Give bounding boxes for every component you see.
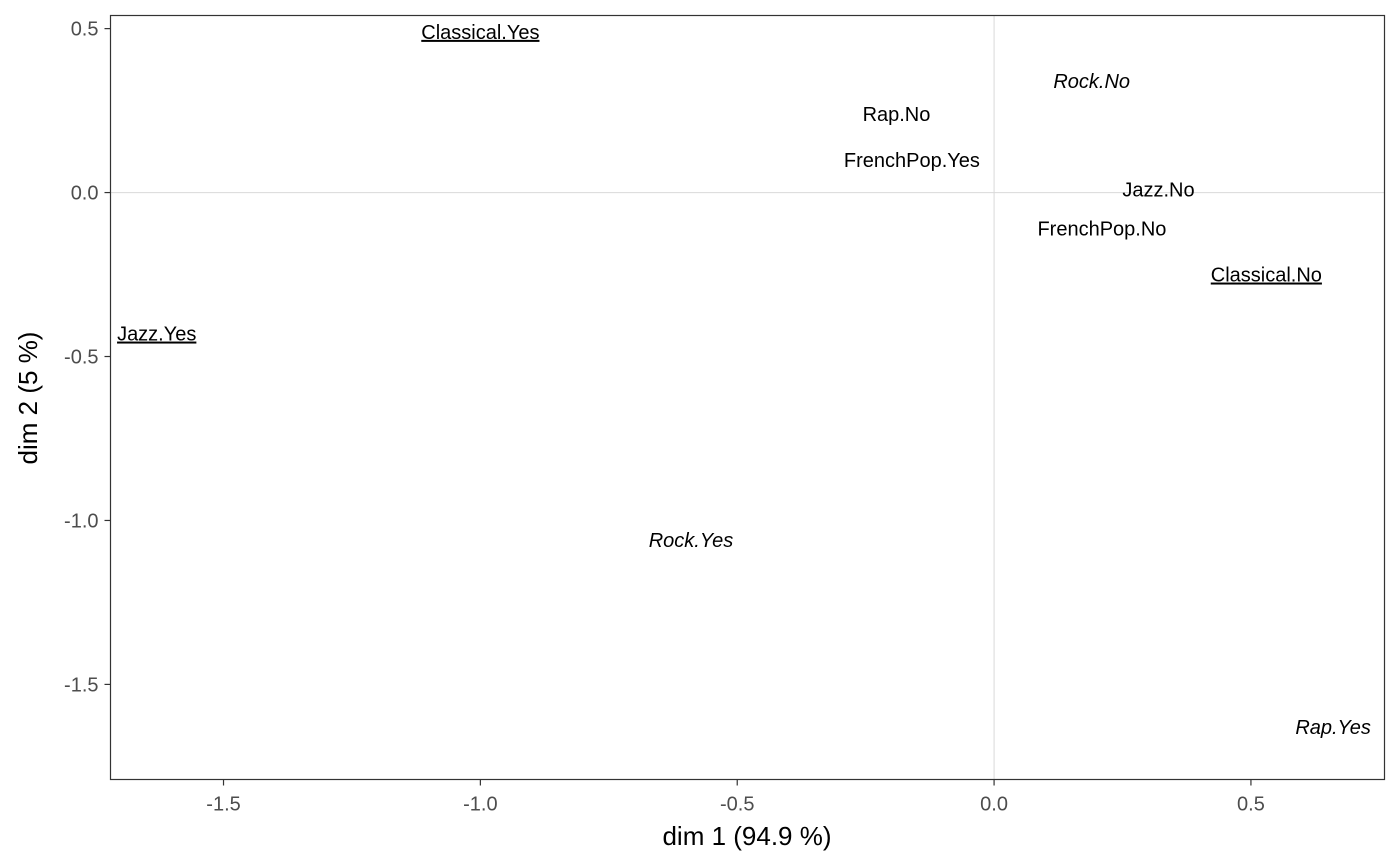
x-tick-label: -0.5 [720,794,754,816]
x-tick-label: -1.0 [463,794,497,816]
point-label-classical-yes: Classical.Yes [421,22,539,44]
point-label-classical-no: Classical.No [1211,265,1322,287]
x-tick-label: 0.0 [980,794,1008,816]
point-label-rock-no: Rock.No [1053,71,1130,93]
x-tick-label: -1.5 [206,794,240,816]
y-tick-label: 0.5 [71,19,99,41]
point-label-frenchpop-no: FrenchPop.No [1037,219,1166,241]
plot-background [110,15,1385,780]
y-axis: 0.5 0.0 -0.5 -1.0 -1.5 [64,19,111,696]
y-axis-title: dim 2 (5 %) [13,332,43,465]
point-label-frenchpop-yes: FrenchPop.Yes [844,150,980,172]
point-label-rap-yes: Rap.Yes [1295,717,1371,739]
y-tick-label: 0.0 [71,183,99,205]
x-axis-title: dim 1 (94.9 %) [662,821,831,851]
y-tick-label: -1.0 [64,510,98,532]
y-tick-label: -1.5 [64,674,98,696]
point-label-rock-yes: Rock.Yes [649,530,733,552]
x-axis: -1.5 -1.0 -0.5 0.0 0.5 [206,779,1265,816]
plot-border [109,14,1386,781]
point-label-rap-no: Rap.No [863,104,931,126]
reference-lines [110,15,1385,780]
x-tick-label: 0.5 [1237,794,1265,816]
y-tick-label: -0.5 [64,347,98,369]
point-labels: Classical.Yes Rock.No Rap.No FrenchPop.Yes J… [117,22,1371,739]
point-label-jazz-yes: Jazz.Yes [117,324,196,346]
point-label-jazz-no: Jazz.No [1122,179,1194,201]
